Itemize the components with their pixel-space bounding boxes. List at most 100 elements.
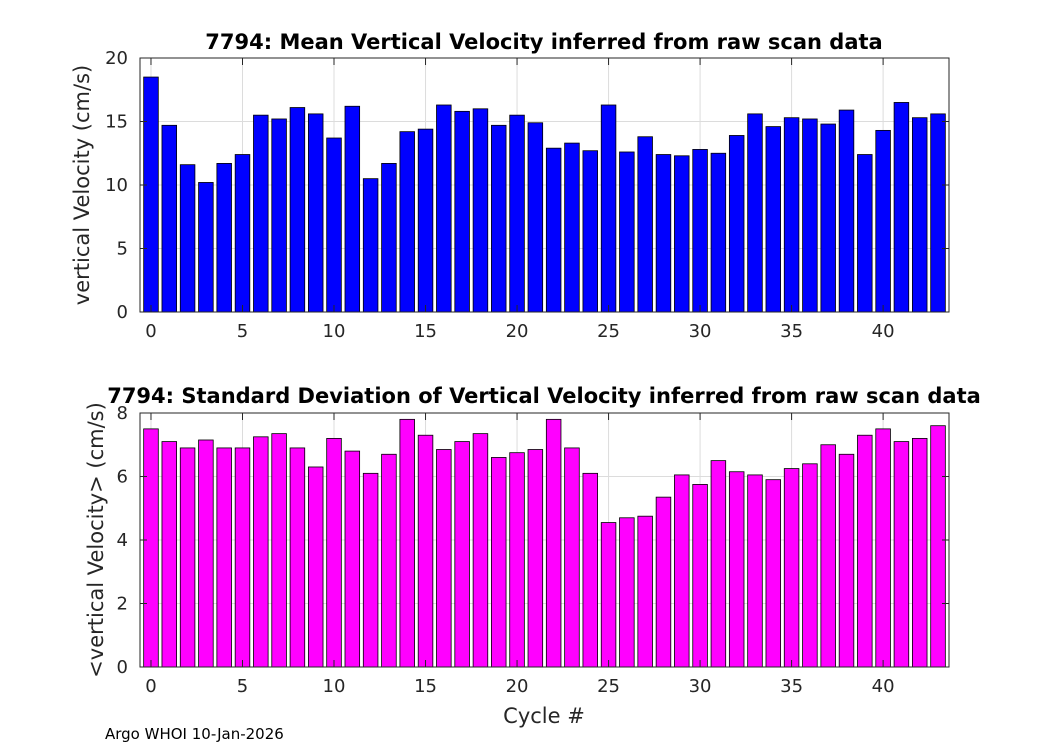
x-tick-label: 5	[237, 321, 248, 342]
bar-cycle-16	[436, 449, 452, 668]
bar-cycle-42	[911, 437, 928, 668]
footer-credit: Argo WHOI 10-Jan-2026	[105, 725, 284, 743]
bar-cycle-41	[893, 441, 910, 668]
y-tick-label: 0	[117, 302, 128, 323]
chart-title: 7794: Mean Vertical Velocity inferred fr…	[205, 30, 882, 54]
bar-cycle-10	[326, 437, 342, 668]
bar-cycle-33	[747, 474, 763, 668]
chart-title: 7794: Standard Deviation of Vertical Vel…	[107, 384, 981, 408]
bar-cycle-28	[655, 496, 672, 668]
x-tick-label: 25	[597, 676, 620, 697]
bar-cycle-43	[930, 425, 946, 668]
y-tick-label: 2	[117, 594, 128, 615]
bar-cycle-30	[692, 149, 708, 313]
bar-cycle-35	[783, 117, 800, 313]
bar-cycle-25	[600, 104, 617, 313]
y-tick-label: 4	[117, 530, 128, 551]
bar-cycle-7	[271, 433, 287, 668]
bar-cycle-8	[289, 107, 306, 313]
bar-cycle-9	[307, 466, 324, 668]
bar-cycle-32	[728, 471, 745, 668]
bar-cycle-41	[893, 102, 910, 313]
bar-cycle-34	[765, 126, 782, 313]
x-tick-label: 30	[689, 676, 712, 697]
y-tick-label: 5	[117, 239, 128, 260]
bar-cycle-24	[582, 472, 598, 668]
bar-cycle-19	[491, 457, 507, 668]
bar-cycle-4	[216, 163, 232, 313]
bar-cycle-27	[637, 136, 653, 313]
x-tick-label: 40	[872, 676, 895, 697]
x-tick-label: 10	[323, 676, 346, 697]
bar-cycle-34	[765, 479, 782, 668]
bar-cycle-36	[802, 118, 818, 313]
bar-cycle-33	[747, 113, 763, 313]
bar-cycle-12	[362, 472, 379, 668]
bar-cycle-31	[710, 460, 727, 668]
y-tick-label: 8	[117, 403, 128, 424]
x-tick-label: 15	[414, 321, 437, 342]
x-tick-label: 5	[237, 676, 248, 697]
bar-cycle-14	[399, 131, 415, 313]
bar-cycle-0	[143, 76, 159, 313]
bar-cycle-25	[600, 522, 617, 668]
ticks: 0 5 10 15 20 25 30 35 40 0 2 4 6 8	[117, 403, 949, 697]
bar-cycle-21	[527, 122, 544, 313]
bar-cycle-42	[911, 117, 928, 313]
bar-cycle-24	[582, 150, 598, 313]
bar-cycle-10	[326, 137, 342, 313]
bar-cycle-38	[838, 453, 855, 668]
bar-cycle-17	[454, 110, 470, 313]
x-tick-label: 0	[145, 676, 156, 697]
bar-cycle-20	[509, 114, 525, 313]
bar-cycle-29	[674, 155, 690, 313]
bar-cycle-32	[728, 135, 745, 313]
bar-cycle-15	[417, 128, 434, 313]
bar-cycle-26	[619, 151, 635, 313]
bar-cycle-15	[417, 434, 434, 668]
bar-cycle-16	[436, 104, 452, 313]
bar-cycle-8	[289, 447, 306, 668]
x-tick-label: 20	[506, 321, 529, 342]
bar-cycle-18	[472, 108, 489, 313]
bar-cycle-36	[802, 463, 818, 668]
bar-cycle-39	[857, 434, 873, 668]
bar-cycle-23	[564, 447, 580, 668]
y-tick-label: 15	[105, 112, 128, 133]
bar-cycle-2	[179, 164, 196, 313]
bar-cycle-23	[564, 142, 580, 313]
x-tick-label: 10	[323, 321, 346, 342]
bar-cycle-20	[509, 452, 525, 668]
bar-cycle-21	[527, 449, 544, 668]
bar-cycle-6	[253, 436, 269, 668]
ticks: 0 5 10 15 20 25 30 35 40 0 5 10 15 20	[105, 48, 949, 342]
x-tick-label: 30	[689, 321, 712, 342]
bar-cycle-27	[637, 515, 653, 668]
bar-cycle-26	[619, 517, 635, 668]
bar-cycle-40	[875, 428, 891, 668]
bar-cycle-40	[875, 129, 891, 313]
y-axis-label: <vertical Velocity> (cm/s)	[84, 402, 108, 678]
bar-cycle-35	[783, 468, 800, 668]
bar-cycle-30	[692, 484, 708, 668]
x-tick-label: 0	[145, 321, 156, 342]
x-axis-label: Cycle #	[503, 704, 585, 728]
bar-cycle-22	[545, 418, 562, 668]
bars	[143, 76, 946, 313]
bar-cycle-19	[491, 124, 507, 313]
bar-cycle-38	[838, 109, 855, 313]
mean-velocity-chart: 7794: Mean Vertical Velocity inferred fr…	[70, 30, 950, 342]
bar-cycle-5	[234, 447, 251, 668]
x-tick-label: 40	[872, 321, 895, 342]
x-tick-label: 15	[414, 676, 437, 697]
bar-cycle-3	[198, 439, 214, 668]
bar-cycle-13	[381, 163, 397, 313]
std-velocity-chart: 7794: Standard Deviation of Vertical Vel…	[84, 384, 981, 728]
x-tick-label: 35	[780, 676, 803, 697]
bar-cycle-0	[143, 428, 159, 668]
bar-cycle-6	[253, 114, 269, 313]
x-tick-label: 20	[506, 676, 529, 697]
bar-cycle-28	[655, 154, 672, 313]
bar-cycle-31	[710, 152, 727, 313]
